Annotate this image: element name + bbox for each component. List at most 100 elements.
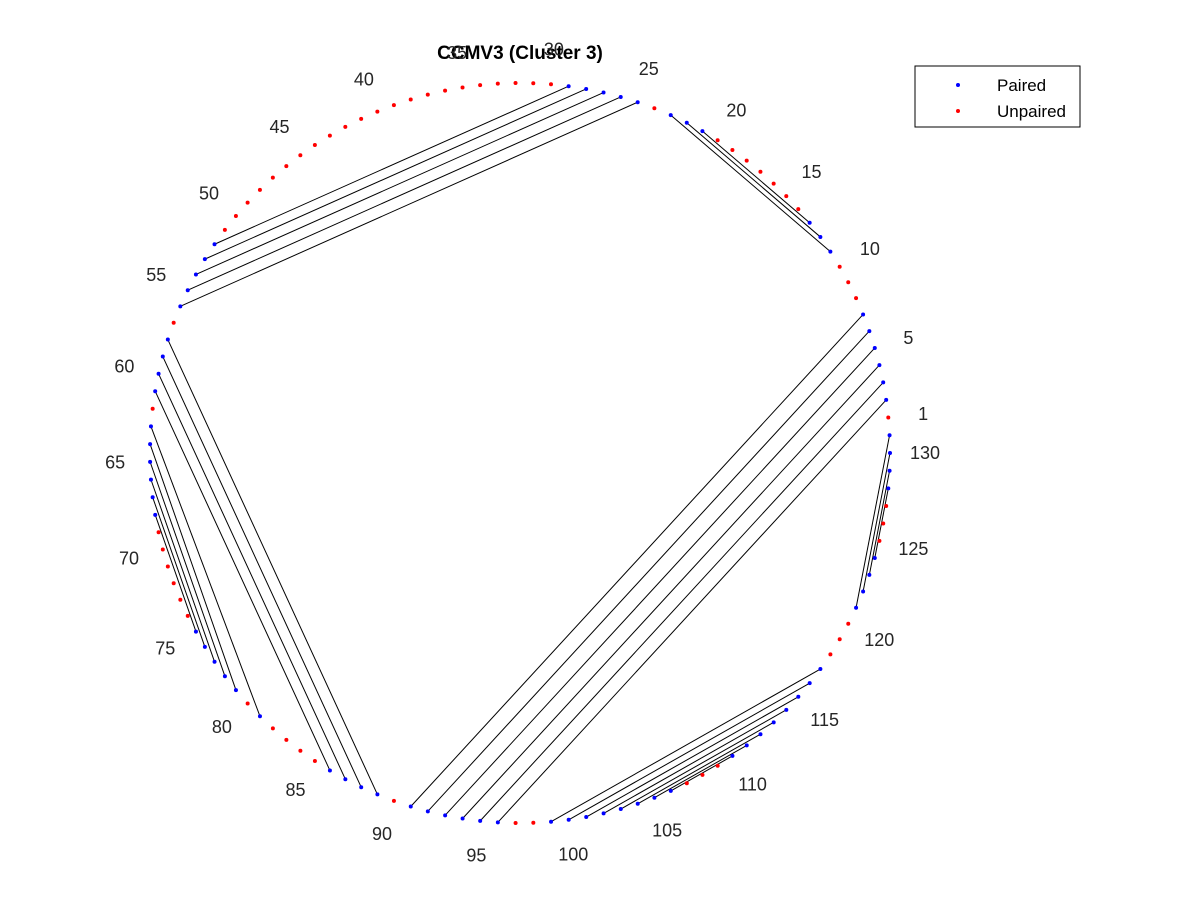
pair-line-4-94 bbox=[462, 364, 880, 819]
pair-line-66-77 bbox=[150, 479, 216, 662]
paired-dot-110 bbox=[730, 753, 735, 758]
position-label-20: 20 bbox=[726, 101, 746, 121]
paired-dot-65 bbox=[148, 459, 153, 464]
unpaired-dot-69 bbox=[156, 530, 161, 535]
paired-dot-113 bbox=[771, 720, 776, 725]
nucleotide-dots bbox=[148, 81, 892, 825]
pair-line-123-129 bbox=[868, 470, 891, 575]
paired-dot-117 bbox=[818, 667, 823, 672]
pair-line-121-131 bbox=[855, 435, 891, 608]
position-label-1: 1 bbox=[918, 404, 928, 424]
legend-marker-paired bbox=[956, 83, 960, 87]
pair-line-2-96 bbox=[497, 399, 887, 823]
paired-dot-93 bbox=[443, 813, 448, 818]
position-label-60: 60 bbox=[114, 356, 134, 376]
paired-dot-76 bbox=[202, 644, 207, 649]
unpaired-dot-85 bbox=[312, 758, 317, 763]
pair-line-63-81 bbox=[150, 426, 261, 717]
pair-line-104-112 bbox=[637, 733, 761, 805]
pair-line-100-116 bbox=[568, 682, 810, 821]
paired-dot-5 bbox=[872, 345, 877, 350]
unpaired-dot-39 bbox=[391, 103, 396, 108]
paired-dot-81 bbox=[257, 714, 262, 719]
position-label-45: 45 bbox=[270, 117, 290, 137]
position-label-65: 65 bbox=[105, 453, 125, 473]
paired-dot-55 bbox=[185, 288, 190, 293]
paired-dot-53 bbox=[202, 257, 207, 262]
position-label-75: 75 bbox=[155, 638, 175, 658]
paired-dot-63 bbox=[148, 424, 153, 429]
pair-line-105-111 bbox=[654, 744, 747, 799]
paired-dot-106 bbox=[668, 788, 673, 793]
paired-dot-103 bbox=[618, 807, 623, 812]
paired-dot-3 bbox=[881, 380, 886, 385]
pair-line-61-86 bbox=[154, 390, 331, 771]
pair-line-60-87 bbox=[158, 373, 346, 780]
unpaired-dot-71 bbox=[165, 564, 170, 569]
pair-line-67-76 bbox=[152, 497, 206, 648]
unpaired-dot-37 bbox=[425, 92, 430, 97]
unpaired-dot-49 bbox=[245, 200, 250, 205]
position-label-125: 125 bbox=[898, 539, 928, 559]
unpaired-dot-48 bbox=[257, 187, 262, 192]
pair-line-103-113 bbox=[620, 721, 774, 810]
unpaired-dot-90 bbox=[391, 798, 396, 803]
paired-dot-21 bbox=[700, 129, 705, 134]
paired-dot-54 bbox=[193, 272, 198, 277]
unpaired-dot-47 bbox=[270, 175, 275, 180]
pair-line-13-21 bbox=[702, 130, 810, 224]
paired-dot-92 bbox=[425, 809, 430, 814]
paired-dot-95 bbox=[478, 818, 483, 823]
unpaired-dot-82 bbox=[270, 726, 275, 731]
paired-dot-11 bbox=[828, 249, 833, 254]
pair-line-101-115 bbox=[585, 696, 799, 818]
paired-dot-29 bbox=[566, 84, 571, 89]
unpaired-dot-33 bbox=[495, 81, 500, 86]
paired-dot-130 bbox=[888, 450, 892, 455]
unpaired-dot-15 bbox=[784, 194, 789, 199]
unpaired-dot-16 bbox=[771, 181, 776, 186]
paired-dot-64 bbox=[148, 442, 153, 447]
unpaired-dot-36 bbox=[443, 88, 448, 93]
legend-marker-unpaired bbox=[956, 109, 960, 113]
legend-box bbox=[914, 65, 1081, 128]
position-label-95: 95 bbox=[466, 846, 486, 866]
position-label-110: 110 bbox=[738, 775, 767, 795]
unpaired-dot-45 bbox=[298, 153, 303, 158]
unpaired-dot-35 bbox=[460, 85, 465, 90]
legend: Paired Unpaired bbox=[914, 65, 1081, 128]
unpaired-dot-84 bbox=[298, 748, 303, 753]
paired-dot-66 bbox=[148, 477, 153, 482]
paired-dot-59 bbox=[160, 354, 165, 359]
position-label-35: 35 bbox=[447, 43, 467, 63]
paired-dot-101 bbox=[584, 815, 589, 820]
position-label-90: 90 bbox=[372, 824, 392, 844]
unpaired-dot-34 bbox=[478, 83, 483, 88]
unpaired-dot-118 bbox=[828, 652, 833, 657]
paired-dot-91 bbox=[408, 804, 413, 809]
pair-line-3-95 bbox=[479, 382, 884, 822]
pair-line-59-88 bbox=[162, 356, 362, 788]
chart-title: CCMV3 (Cluster 3) bbox=[437, 43, 603, 64]
pair-line-25-56 bbox=[180, 101, 638, 307]
paired-dot-111 bbox=[744, 743, 749, 748]
unpaired-dot-31 bbox=[531, 81, 536, 86]
unpaired-dot-18 bbox=[744, 158, 749, 163]
unpaired-dot-44 bbox=[312, 143, 317, 148]
unpaired-dot-41 bbox=[359, 116, 364, 121]
paired-dot-56 bbox=[178, 304, 183, 309]
paired-dot-128 bbox=[886, 486, 891, 491]
unpaired-dot-43 bbox=[327, 133, 332, 138]
unpaired-dot-83 bbox=[284, 737, 289, 742]
unpaired-dot-10 bbox=[837, 264, 842, 269]
unpaired-dot-125 bbox=[877, 538, 882, 543]
unpaired-dot-46 bbox=[284, 164, 289, 169]
paired-dot-122 bbox=[861, 589, 866, 594]
unpaired-dot-57 bbox=[171, 320, 176, 325]
paired-dot-22 bbox=[684, 120, 689, 125]
paired-dot-89 bbox=[375, 792, 380, 797]
paired-dot-75 bbox=[193, 629, 198, 634]
unpaired-dot-42 bbox=[343, 124, 348, 129]
